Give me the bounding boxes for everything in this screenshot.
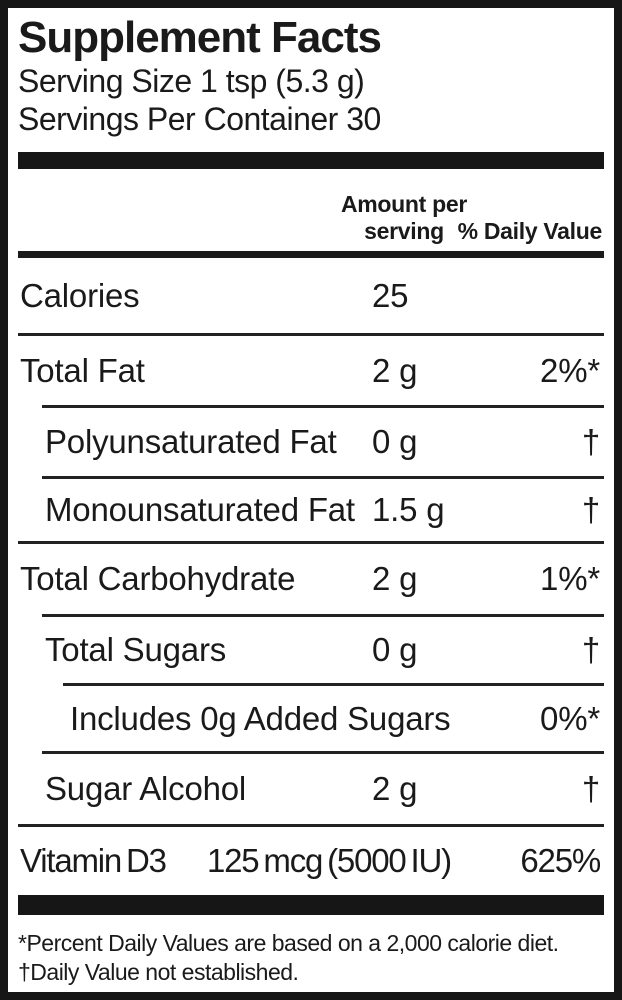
serving-size: Serving Size 1 tsp (5.3 g) (18, 63, 365, 99)
column-header-amount-line2: serving (364, 218, 444, 244)
nutrient-daily-value: 0%* (540, 699, 600, 737)
nutrient-name: Calories (20, 276, 140, 314)
row-sugar-alcohol: Sugar Alcohol 2 g † (18, 754, 604, 824)
nutrient-name: Sugar Alcohol (45, 770, 247, 807)
row-monounsaturated-fat: Monounsaturated Fat 1.5 g † (18, 479, 604, 541)
nutrient-daily-value: 625% (520, 842, 601, 879)
nutrient-amount: 125 mcg (5000 IU) (207, 842, 452, 879)
nutrient-name: Includes 0g Added Sugars (70, 699, 451, 737)
nutrient-name: Vitamin D3 (20, 842, 167, 879)
row-added-sugars: Includes 0g Added Sugars 0%* (18, 686, 604, 751)
servings-per-container: Servings Per Container 30 (18, 101, 381, 137)
nutrient-amount: 25 (372, 276, 409, 314)
nutrient-daily-value: † (581, 631, 600, 668)
divider (42, 476, 604, 479)
serving-info: Serving Size 1 tsp (5.3 g) Servings Per … (18, 62, 604, 138)
nutrient-amount: 2 g (372, 770, 418, 807)
row-vitamin-d3: Vitamin D3 125 mcg (5000 IU) 625% (18, 827, 604, 895)
row-total-sugars: Total Sugars 0 g † (18, 617, 604, 683)
nutrient-amount: 0 g (372, 423, 418, 460)
nutrient-daily-value: 1%* (540, 560, 600, 597)
separator-bar-bottom (18, 895, 604, 915)
divider (18, 824, 604, 827)
nutrient-name: Monounsaturated Fat (45, 491, 355, 528)
nutrient-amount: 2 g (372, 351, 418, 389)
nutrient-name: Total Sugars (45, 631, 227, 668)
nutrient-name: Total Carbohydrate (20, 560, 296, 597)
divider (42, 405, 604, 408)
divider (42, 751, 604, 754)
nutrient-daily-value: † (581, 423, 600, 460)
footnote-not-established: †Daily Value not established. (18, 959, 299, 985)
nutrient-daily-value: † (581, 770, 600, 807)
divider-header (18, 251, 604, 258)
divider (18, 541, 604, 544)
column-header-amount: Amount per serving (336, 191, 472, 245)
divider (18, 333, 604, 336)
row-total-carbohydrate: Total Carbohydrate 2 g 1%* (18, 544, 604, 614)
footnotes: *Percent Daily Values are based on a 2,0… (18, 929, 604, 987)
footnote-daily-value-basis: *Percent Daily Values are based on a 2,0… (18, 930, 559, 956)
row-polyunsaturated-fat: Polyunsaturated Fat 0 g † (18, 408, 604, 476)
divider (42, 614, 604, 617)
nutrient-amount: 1.5 g (372, 491, 445, 528)
nutrient-name: Total Fat (20, 351, 145, 389)
column-header-row: Amount per serving % Daily Value (18, 169, 604, 251)
nutrient-amount: 2 g (372, 560, 418, 597)
separator-bar-top (18, 152, 604, 169)
row-calories: Calories 25 (18, 258, 604, 333)
label-title: Supplement Facts (18, 13, 382, 62)
nutrient-daily-value: 2%* (540, 351, 600, 389)
nutrient-daily-value: † (581, 491, 600, 528)
column-header-daily-value: % Daily Value (457, 218, 603, 244)
nutrient-name: Polyunsaturated Fat (45, 423, 337, 460)
divider (63, 683, 604, 686)
nutrient-amount: 0 g (372, 631, 418, 668)
row-total-fat: Total Fat 2 g 2%* (18, 336, 604, 405)
column-header-amount-line1: Amount per (340, 191, 468, 217)
